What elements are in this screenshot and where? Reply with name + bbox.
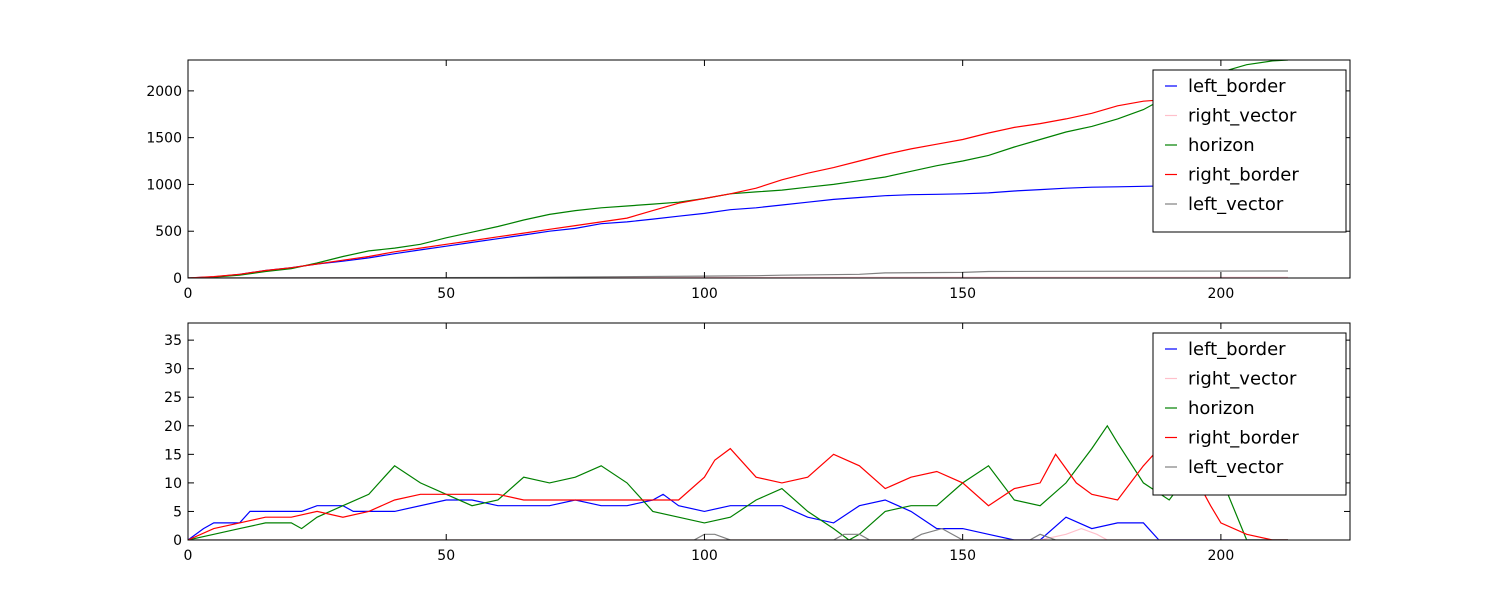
series-lines — [188, 60, 1289, 278]
legend-box — [1152, 69, 1347, 233]
legend-label-horizon: horizon — [1188, 398, 1255, 419]
series-line-left_vector — [188, 527, 1288, 540]
x-tick-label: 50 — [437, 548, 455, 564]
x-tick-label: 50 — [437, 286, 455, 302]
series-line-right_vector — [188, 527, 1288, 540]
x-tick-label: 0 — [184, 548, 193, 564]
series-line-right_border — [188, 87, 1289, 278]
y-tick-label: 0 — [173, 533, 182, 549]
series-line-left_border — [188, 183, 1288, 278]
legend-label-right_vector: right_vector — [1188, 106, 1297, 127]
series-line-horizon — [188, 424, 1288, 540]
y-tick-label: 35 — [164, 333, 182, 349]
y-tick-label: 20 — [164, 419, 182, 435]
y-tick-label: 0 — [173, 271, 182, 287]
y-tick-label: 2000 — [146, 84, 182, 100]
legend-label-right_border: right_border — [1188, 428, 1299, 449]
y-tick-label: 10 — [164, 476, 182, 492]
series-line-right_border — [188, 447, 1288, 540]
legend-label-left_vector: left_vector — [1188, 194, 1284, 215]
y-tick-label: 25 — [164, 390, 182, 406]
x-tick-label: 200 — [1208, 548, 1235, 564]
y-tick-label: 1000 — [146, 177, 182, 193]
series-lines — [188, 424, 1288, 540]
legend-label-left_border: left_border — [1188, 76, 1286, 97]
legend-label-left_vector: left_vector — [1188, 457, 1284, 478]
x-tick-label: 100 — [691, 548, 718, 564]
y-tick-label: 30 — [164, 362, 182, 378]
legend-label-right_vector: right_vector — [1188, 369, 1297, 390]
legend-label-right_border: right_border — [1188, 165, 1299, 186]
y-tick-label: 1500 — [146, 131, 182, 147]
y-tick-label: 15 — [164, 447, 182, 463]
x-tick-label: 150 — [949, 548, 976, 564]
axes-frame — [187, 322, 1351, 541]
legend-label-horizon: horizon — [1188, 135, 1255, 156]
x-tick-label: 150 — [949, 286, 976, 302]
bottom-chart-panel: 0 50 100 150 200 0 5 10 15 20 25 30 35 left_borderrig… — [164, 322, 1351, 564]
series-line-horizon — [188, 60, 1289, 278]
axes-frame — [187, 59, 1351, 279]
x-tick-label: 100 — [691, 286, 718, 302]
series-line-left_vector — [188, 270, 1289, 278]
x-tick-label: 200 — [1208, 286, 1235, 302]
legend-label-left_border: left_border — [1188, 339, 1286, 360]
legend-box — [1152, 332, 1347, 496]
x-tick-label: 0 — [184, 286, 193, 302]
y-tick-label: 500 — [155, 224, 182, 240]
y-tick-label: 5 — [173, 504, 182, 520]
